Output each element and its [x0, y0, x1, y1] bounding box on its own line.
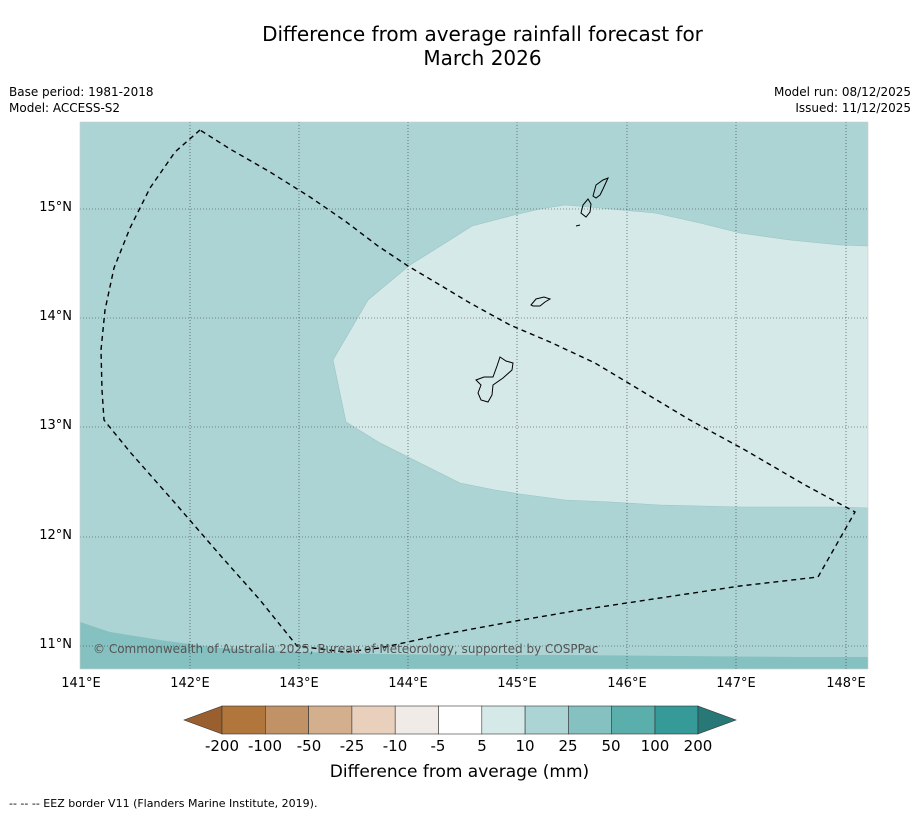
colorbar-swatch-8	[524, 705, 569, 735]
colorbar-label: -100	[247, 737, 283, 755]
copyright-notice: © Commonwealth of Australia 2025, Bureau…	[93, 642, 599, 656]
meta-right: Model run: 08/12/2025 Issued: 11/12/2025	[774, 84, 911, 116]
colorbar-label: -200	[204, 737, 240, 755]
grid-lines	[80, 122, 868, 669]
colorbar-label: 5	[477, 737, 487, 755]
colorbar-swatch-9	[568, 705, 613, 735]
colorbar-label: -50	[296, 737, 322, 755]
islands	[475, 177, 609, 403]
colorbar-title: Difference from average (mm)	[329, 762, 590, 782]
eez-footnote: -- -- -- EEZ border V11 (Flanders Marine…	[9, 797, 318, 810]
island-aguijan	[575, 224, 581, 227]
lon-label-145e: 145°E	[497, 676, 537, 691]
colorbar-label: 50	[601, 737, 621, 755]
colorbar-label: -10	[382, 737, 408, 755]
lon-label-141e: 141°E	[61, 676, 101, 691]
lat-label-13n: 13°N	[39, 418, 72, 433]
lat-label-11n: 11°N	[39, 637, 72, 652]
title-line-1: Difference from average rainfall forecas…	[262, 22, 703, 46]
colorbar-swatch-5	[394, 705, 439, 735]
lat-label-14n: 14°N	[39, 309, 72, 324]
colorbar-swatch-low-extend	[183, 705, 223, 735]
colorbar-label: 200	[683, 737, 713, 755]
issued-date: Issued: 11/12/2025	[795, 101, 911, 115]
lon-label-142e: 142°E	[170, 676, 210, 691]
model-name: Model: ACCESS-S2	[9, 101, 121, 115]
colorbar-swatch-3	[308, 705, 353, 735]
band-25-50	[80, 622, 868, 669]
eez-border	[100, 129, 856, 653]
meta-left: Base period: 1981-2018 Model: ACCESS-S2	[9, 84, 154, 116]
colorbar	[183, 705, 737, 735]
colorbar-swatch-6	[438, 705, 483, 735]
colorbar-label: 100	[640, 737, 670, 755]
lon-label-144e: 144°E	[388, 676, 428, 691]
island-tinian	[580, 198, 592, 218]
lon-label-148e: 148°E	[826, 676, 866, 691]
lon-label-147e: 147°E	[716, 676, 756, 691]
colorbar-swatch-7	[481, 705, 526, 735]
title-line-2: March 2026	[423, 46, 542, 70]
colorbar-swatch-high-extend	[697, 705, 737, 735]
model-run: Model run: 08/12/2025	[773, 85, 911, 99]
colorbar-label: -5	[430, 737, 446, 755]
island-guam	[475, 356, 514, 403]
chart-title: Difference from average rainfall forecas…	[0, 22, 919, 70]
colorbar-swatch-11	[654, 705, 699, 735]
base-period: Base period: 1981-2018	[9, 85, 154, 99]
colorbar-label: -25	[339, 737, 365, 755]
colorbar-swatch-2	[264, 705, 309, 735]
colorbar-label: 10	[515, 737, 535, 755]
lon-label-146e: 146°E	[607, 676, 647, 691]
colorbar-swatch-1	[221, 705, 266, 735]
lon-label-143e: 143°E	[279, 676, 319, 691]
island-rota	[530, 296, 552, 307]
lat-label-15n: 15°N	[39, 200, 72, 215]
band-5-10	[333, 205, 868, 508]
band-5-10-outline	[332, 204, 869, 509]
colorbar-label: 25	[558, 737, 578, 755]
lat-label-12n: 12°N	[39, 528, 72, 543]
colorbar-swatch-4	[351, 705, 396, 735]
colorbar-swatch-10	[611, 705, 656, 735]
map-frame	[79, 121, 869, 670]
island-saipan	[592, 177, 609, 199]
